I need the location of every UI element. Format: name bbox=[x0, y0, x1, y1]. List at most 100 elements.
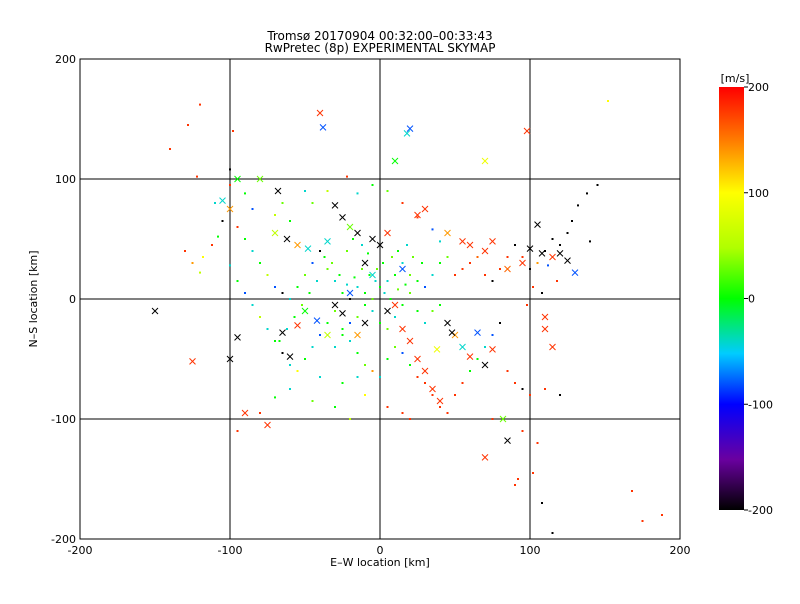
dot-marker bbox=[454, 274, 456, 276]
dot-marker bbox=[251, 304, 254, 306]
dot-marker bbox=[506, 256, 509, 258]
dot-marker bbox=[439, 240, 441, 243]
dot-marker bbox=[397, 288, 399, 291]
dot-marker bbox=[556, 280, 558, 282]
x-marker bbox=[271, 229, 279, 237]
dot-marker bbox=[259, 316, 261, 318]
dot-marker bbox=[661, 514, 663, 516]
dot-marker bbox=[491, 280, 494, 282]
x-marker bbox=[234, 334, 241, 341]
x-marker bbox=[319, 124, 327, 131]
dot-marker bbox=[289, 388, 291, 390]
x-marker-stroke bbox=[391, 157, 399, 165]
x-marker-stroke bbox=[283, 235, 291, 243]
dot-marker bbox=[232, 130, 234, 132]
x-marker bbox=[346, 289, 354, 297]
axis-ticks: -200 -100 0 100 200 -200 -100 0 100 200 bbox=[51, 53, 690, 557]
x-marker bbox=[481, 247, 489, 255]
x-marker bbox=[406, 125, 414, 132]
x-marker bbox=[414, 355, 421, 363]
x-marker bbox=[354, 229, 361, 237]
dot-marker bbox=[386, 280, 389, 282]
dot-marker bbox=[296, 370, 299, 372]
x-marker bbox=[219, 197, 226, 204]
x-marker-stroke bbox=[429, 385, 436, 393]
x-marker-stroke bbox=[369, 235, 376, 243]
x-marker bbox=[226, 205, 234, 213]
x-marker-stroke bbox=[549, 343, 556, 351]
x-marker-stroke bbox=[399, 325, 406, 333]
dot-marker bbox=[394, 346, 396, 348]
dot-marker bbox=[356, 192, 359, 195]
x-marker-stroke bbox=[556, 250, 564, 257]
dot-marker bbox=[446, 412, 449, 414]
x-marker-stroke bbox=[481, 361, 489, 369]
x-marker bbox=[504, 437, 511, 444]
dot-marker bbox=[382, 262, 384, 264]
dot-marker bbox=[349, 418, 351, 420]
x-marker-stroke bbox=[339, 214, 346, 221]
dot-marker bbox=[221, 220, 224, 222]
x-marker-stroke bbox=[241, 409, 249, 417]
x-marker bbox=[481, 361, 489, 369]
x-marker bbox=[391, 301, 399, 309]
x-marker bbox=[301, 307, 309, 315]
x-marker bbox=[189, 358, 196, 365]
dot-marker bbox=[431, 394, 434, 396]
dot-marker bbox=[499, 322, 501, 324]
dot-marker bbox=[274, 340, 276, 342]
dot-marker bbox=[308, 292, 311, 294]
x-marker bbox=[459, 343, 466, 351]
chart-title: Tromsø 20170904 00:32:00–00:33:43 bbox=[266, 29, 492, 43]
dot-marker bbox=[367, 252, 369, 255]
x-marker bbox=[549, 343, 556, 351]
dot-marker bbox=[274, 396, 276, 399]
x-marker-stroke bbox=[433, 346, 441, 353]
x-marker bbox=[433, 346, 441, 353]
x-marker bbox=[444, 229, 451, 237]
x-marker bbox=[481, 157, 489, 165]
dot-marker bbox=[371, 184, 374, 186]
x-marker-stroke bbox=[504, 265, 511, 273]
x-marker-stroke bbox=[466, 241, 474, 249]
dot-marker bbox=[383, 292, 386, 294]
x-marker bbox=[241, 409, 249, 417]
x-marker bbox=[274, 187, 282, 195]
dot-marker bbox=[326, 322, 329, 324]
x-marker bbox=[324, 238, 331, 245]
dot-marker bbox=[311, 262, 314, 264]
x-marker-stroke bbox=[414, 355, 421, 363]
dot-marker bbox=[596, 184, 599, 186]
colorbar-tick-label: -100 bbox=[748, 398, 773, 411]
x-marker-stroke bbox=[346, 289, 354, 297]
x-marker-stroke bbox=[414, 211, 421, 219]
x-marker-stroke bbox=[354, 331, 361, 339]
x-marker-stroke bbox=[406, 125, 414, 132]
dot-marker bbox=[289, 298, 291, 300]
dot-marker bbox=[521, 430, 524, 432]
x-marker-stroke bbox=[361, 259, 369, 267]
dot-marker bbox=[319, 376, 321, 378]
dot-marker bbox=[316, 280, 318, 282]
x-marker-stroke bbox=[324, 331, 331, 339]
x-marker-stroke bbox=[301, 307, 309, 315]
dot-marker bbox=[461, 268, 464, 270]
dot-marker bbox=[416, 376, 419, 378]
x-marker bbox=[151, 307, 159, 315]
dot-marker bbox=[571, 220, 573, 222]
dot-marker bbox=[401, 412, 404, 414]
x-marker bbox=[526, 245, 534, 252]
x-marker-stroke bbox=[541, 325, 549, 333]
x-marker bbox=[549, 253, 556, 261]
x-marker bbox=[466, 353, 474, 360]
x-marker-stroke bbox=[256, 175, 264, 183]
x-marker bbox=[313, 317, 321, 324]
dot-marker bbox=[196, 175, 198, 178]
x-marker bbox=[331, 202, 339, 209]
x-marker-stroke bbox=[339, 310, 346, 317]
x-tick-label: 0 bbox=[377, 544, 384, 557]
dot-marker bbox=[514, 382, 516, 384]
x-marker bbox=[304, 245, 312, 252]
x-marker-stroke bbox=[444, 229, 451, 237]
x-marker-stroke bbox=[541, 313, 549, 321]
